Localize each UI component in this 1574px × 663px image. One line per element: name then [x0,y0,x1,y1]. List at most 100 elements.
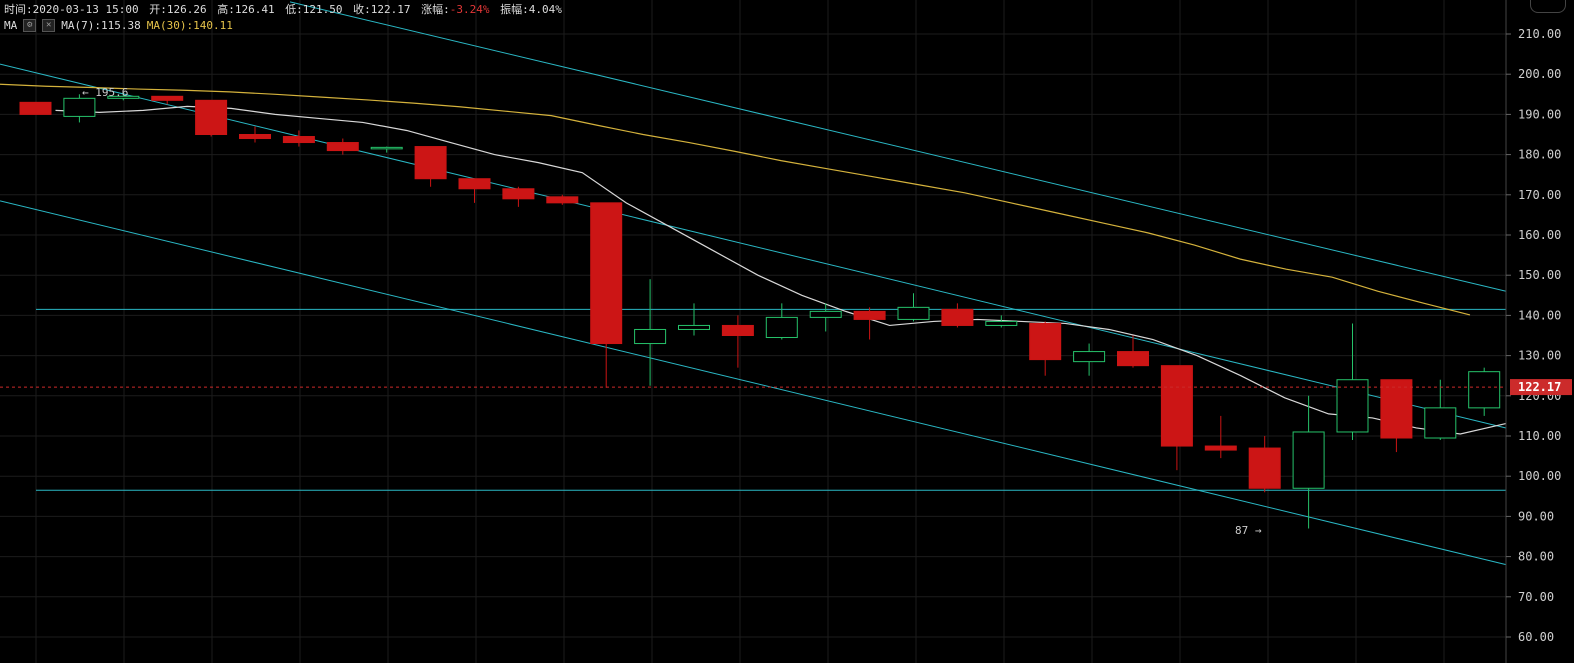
channel-upper-line [289,1,1507,292]
candle-body [1117,351,1149,367]
candle [1380,379,1413,453]
candle [239,126,271,143]
trendlines [0,1,1507,566]
candle-body [1336,379,1369,433]
change-value: -3.24% [449,3,490,16]
y-tick-label: 130.00 [1518,349,1561,363]
candle [107,91,140,101]
candle [151,95,184,105]
y-tick-label: 190.00 [1518,107,1561,121]
last-price-label: 122.17 [1518,380,1561,394]
candle [941,303,974,328]
candle-body [721,324,754,337]
candle-body [458,178,491,190]
candle [721,315,754,368]
candle-body [1380,379,1413,439]
candle-body [941,308,974,326]
y-axis-background [1506,0,1574,663]
candle [809,303,842,332]
candle-body [1160,365,1193,447]
y-tick-label: 200.00 [1518,67,1561,81]
candle-body [546,196,579,204]
candle-body [765,316,798,339]
ma7-line [55,105,1549,435]
candle [853,307,886,340]
candle-body [19,101,52,115]
time-label: 时间:2020-03-13 15:00 [4,3,139,16]
candle-body [1468,371,1501,409]
candle [634,279,667,386]
candle-body [897,306,930,320]
high-annotation: ← 195.6 [82,86,128,99]
channel-mid-line [0,63,1507,429]
ma-label: MA [4,19,18,32]
y-tick-label: 80.00 [1518,550,1554,564]
candle-body [1204,445,1237,451]
candle [1029,321,1062,376]
open-label: 开:126.26 [149,3,207,16]
annotations: ← 195.6 87 → [82,86,1262,537]
last-price-badge [1510,379,1572,396]
candle [63,94,96,123]
candle-body [414,146,447,180]
candle [458,178,491,203]
candle [1248,436,1281,493]
ma-legend: MA ⚙ ✕ MA(7):115.38 MA(30):140.11 [4,19,233,32]
y-tick-label: 70.00 [1518,590,1554,604]
settings-icon[interactable]: ⚙ [23,19,37,32]
candle [1292,395,1325,529]
channel-lower-line [0,200,1507,566]
candle-body [1424,407,1457,439]
y-tick-label: 210.00 [1518,27,1561,41]
ma7-value: MA(7):115.38 [61,19,141,32]
ma30-path [0,83,1471,316]
ohlc-info-bar: 时间:2020-03-13 15:00 开:126.26 高:126.41 低:… [4,1,566,17]
amplitude-label: 振幅:4.04% [500,3,562,16]
candle [1073,343,1106,376]
candle-body [107,95,140,99]
y-tick-label: 140.00 [1518,308,1561,322]
candle [326,138,359,155]
candle [19,101,52,115]
candle [414,146,447,187]
candle-body [195,99,228,135]
y-tick-label: 110.00 [1518,429,1561,443]
y-tick-label: 60.00 [1518,630,1554,644]
candle [370,146,403,153]
candle-body [985,320,1018,326]
candles [19,91,1545,529]
candle-body [239,134,271,140]
candle [1117,335,1149,368]
candle [502,186,535,207]
y-tick-label: 150.00 [1518,268,1561,282]
ma30-line [0,83,1471,316]
candle [1160,365,1193,471]
candle-body [1248,447,1281,489]
candle [897,293,930,322]
candle-body [370,146,403,150]
candle [1468,367,1501,416]
candle-body [634,328,667,345]
y-tick-label: 180.00 [1518,148,1561,162]
low-label: 低:121.50 [285,3,343,16]
candle-body [326,142,359,152]
close-label: 收:122.17 [353,3,411,16]
candle-body [590,202,623,345]
candle [765,303,798,340]
candle-body [678,324,710,330]
candle [1336,323,1369,441]
low-annotation: 87 → [1235,524,1262,537]
candle [282,130,315,147]
collapse-button[interactable] [1530,0,1566,13]
y-tick-label: 170.00 [1518,188,1561,202]
candle-body [809,310,842,318]
candle-body [1029,322,1062,361]
candle-body [151,95,184,101]
candle-body [502,188,535,200]
candle-body [1073,351,1106,363]
y-tick-label: 160.00 [1518,228,1561,242]
ma7-path [55,105,1549,435]
candle-body [1292,431,1325,489]
close-icon[interactable]: ✕ [42,19,56,32]
